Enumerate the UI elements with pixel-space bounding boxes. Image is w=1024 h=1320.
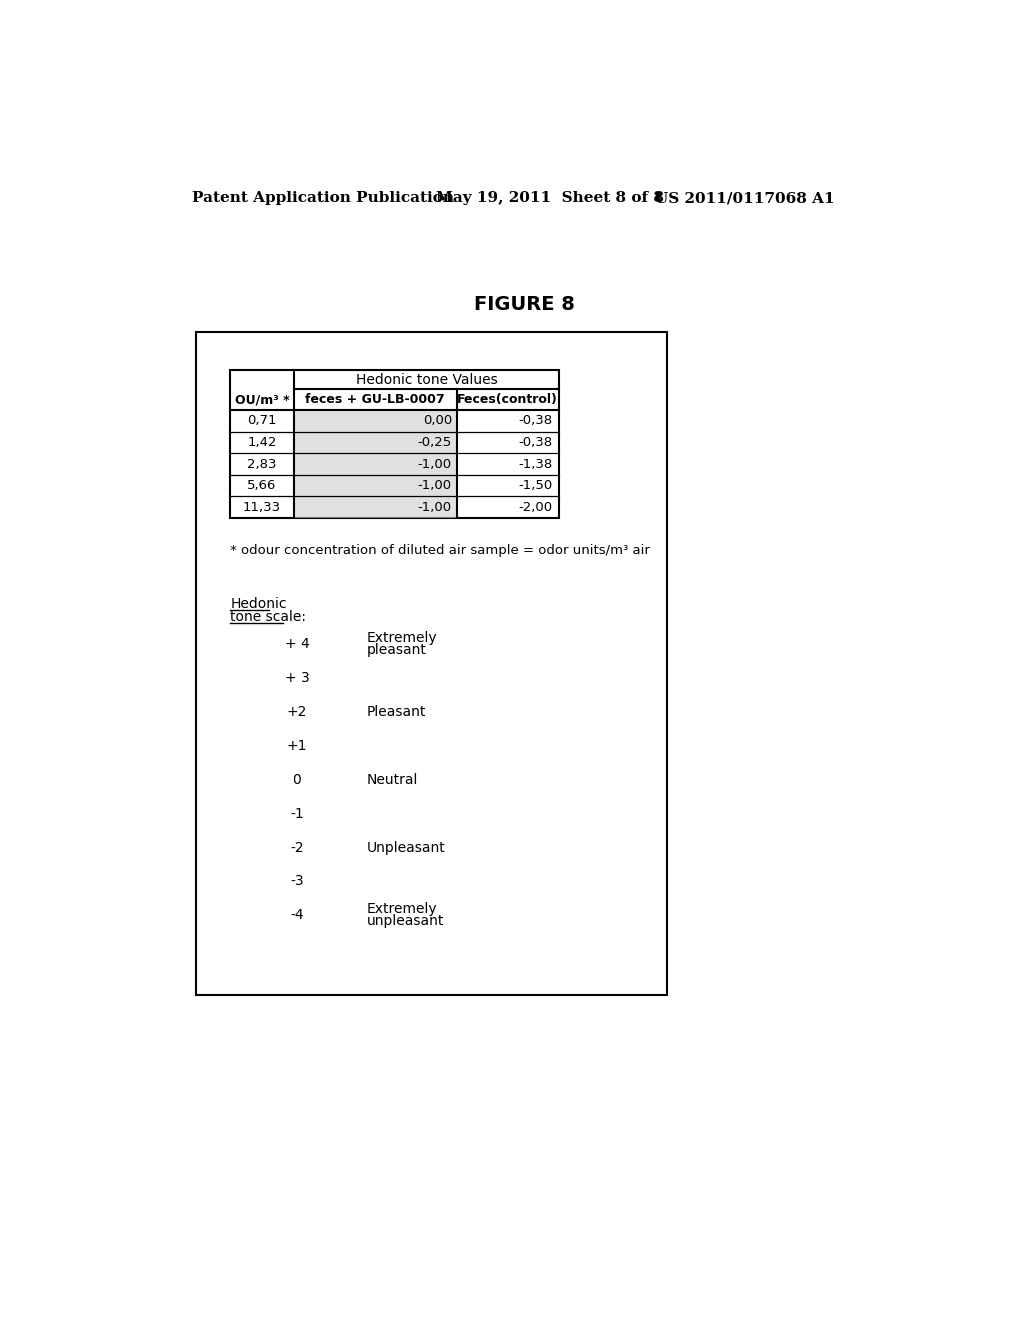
Text: tone scale:: tone scale:: [230, 610, 306, 624]
Text: -0,38: -0,38: [518, 436, 553, 449]
Text: 5,66: 5,66: [248, 479, 276, 492]
Bar: [230, 370, 559, 517]
Text: Unpleasant: Unpleasant: [367, 841, 445, 854]
Text: Hedonic: Hedonic: [230, 597, 287, 611]
Bar: [294, 475, 457, 496]
Text: -0,25: -0,25: [418, 436, 452, 449]
Text: unpleasant: unpleasant: [367, 915, 444, 928]
Text: FIGURE 8: FIGURE 8: [474, 296, 575, 314]
Bar: [294, 496, 457, 517]
Text: Patent Application Publication: Patent Application Publication: [191, 191, 454, 206]
Text: -4: -4: [290, 908, 304, 923]
Text: -2,00: -2,00: [518, 500, 553, 513]
Text: Neutral: Neutral: [367, 772, 418, 787]
Bar: [294, 453, 457, 475]
Text: US 2011/0117068 A1: US 2011/0117068 A1: [655, 191, 835, 206]
Text: Pleasant: Pleasant: [367, 705, 426, 719]
Text: Extremely: Extremely: [367, 631, 437, 645]
Bar: [294, 411, 457, 432]
Text: Hedonic tone Values: Hedonic tone Values: [355, 372, 498, 387]
Text: 2,83: 2,83: [248, 458, 276, 471]
Text: -1: -1: [290, 807, 304, 821]
Text: pleasant: pleasant: [367, 643, 427, 657]
Text: 0,71: 0,71: [248, 414, 276, 428]
Text: -1,38: -1,38: [518, 458, 553, 471]
Text: -2: -2: [290, 841, 304, 854]
Text: May 19, 2011  Sheet 8 of 8: May 19, 2011 Sheet 8 of 8: [435, 191, 664, 206]
Text: -3: -3: [290, 874, 304, 888]
Text: -1,00: -1,00: [418, 500, 452, 513]
Text: + 3: + 3: [285, 671, 309, 685]
Text: feces + GU-LB-0007: feces + GU-LB-0007: [305, 393, 445, 407]
Text: -1,00: -1,00: [418, 479, 452, 492]
Text: OU/m³ *: OU/m³ *: [234, 393, 290, 407]
Bar: [197, 331, 667, 995]
Text: * odour concentration of diluted air sample = odor units/m³ air: * odour concentration of diluted air sam…: [230, 544, 650, 557]
Text: -0,38: -0,38: [518, 414, 553, 428]
Text: Feces(control): Feces(control): [458, 393, 558, 407]
Text: 1,42: 1,42: [248, 436, 276, 449]
Text: -1,50: -1,50: [518, 479, 553, 492]
Text: 11,33: 11,33: [243, 500, 282, 513]
Text: 0,00: 0,00: [423, 414, 452, 428]
Text: Extremely: Extremely: [367, 902, 437, 916]
Text: +1: +1: [287, 739, 307, 752]
Text: + 4: + 4: [285, 638, 309, 651]
Text: +2: +2: [287, 705, 307, 719]
Bar: [294, 432, 457, 453]
Text: 0: 0: [293, 772, 301, 787]
Text: -1,00: -1,00: [418, 458, 452, 471]
